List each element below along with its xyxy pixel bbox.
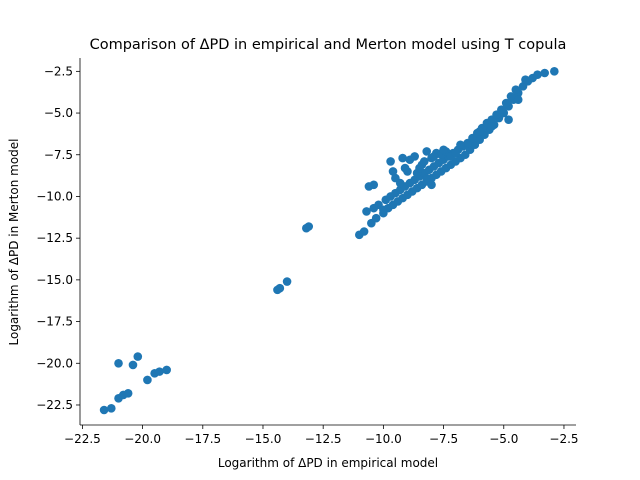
data-point [422,173,432,183]
x-axis-label: Logarithm of ΔPD in empirical model [218,456,438,470]
data-point [155,367,164,376]
data-point [379,205,388,215]
x-tick-label: −12.5 [305,432,342,446]
data-point [275,283,285,293]
x-tick-label: −15.0 [245,432,282,446]
data-point [304,222,314,231]
data-point [533,70,542,79]
data-point [143,375,152,385]
y-tick-label: −15.0 [36,273,73,287]
x-tick-label: −20.0 [124,432,161,446]
data-point [362,207,371,216]
data-point [513,95,523,104]
data-point [99,405,109,415]
data-point [410,152,419,161]
x-tick-label: −17.5 [184,432,221,446]
data-point [114,358,123,368]
data-point [398,153,407,163]
data-point [107,404,116,413]
data-point [501,98,511,108]
y-axis-label: Logarithm of ΔPD in Merton model [7,138,21,345]
data-point [133,352,143,361]
data-point [422,147,432,156]
data-point [162,365,171,375]
y-tick-label: −10.0 [36,189,73,203]
x-tick-label: −7.5 [429,432,458,446]
data-point [506,92,516,101]
y-tick-label: −17.5 [36,315,73,329]
y-tick-label: −7.5 [44,148,73,162]
data-point [128,360,138,370]
data-point [386,157,395,166]
data-point [487,122,497,131]
y-tick-label: −20.0 [36,356,73,370]
data-point [415,163,424,173]
x-tick-label: −22.5 [64,432,101,446]
data-point [475,127,484,136]
data-point [439,145,448,155]
data-point [550,67,559,76]
data-point [359,227,369,236]
data-point [369,180,379,190]
data-point [420,157,429,166]
data-point [504,115,513,125]
data-point [371,213,381,223]
data-point [427,180,436,190]
y-tick-label: −12.5 [36,231,73,245]
points-layer [99,67,559,415]
chart-title: Comparison of ΔPD in empirical and Merto… [90,37,567,53]
x-tick-label: −5.0 [489,432,518,446]
x-tick-label: −2.5 [549,432,578,446]
data-point [521,75,530,84]
data-point [429,152,439,161]
data-point [451,148,460,158]
y-tick-label: −22.5 [36,398,73,412]
data-point [540,68,549,78]
data-point [282,277,292,286]
y-tick-label: −5.0 [44,106,73,120]
data-point [456,140,465,150]
y-tick-label: −2.5 [44,64,73,78]
data-point [497,105,506,115]
x-tick-label: −10.0 [365,432,402,446]
data-point [123,389,133,398]
y-ticks: −22.5 −20.0 −17.5 −15.0 −12.5 −10.0 −7.5 −5.0 −2… [36,64,80,412]
data-point [400,163,410,173]
data-point [395,178,405,188]
data-point [511,85,521,94]
data-point [388,167,398,176]
x-ticks: −22.5 −20.0 −17.5 −15.0 −12.5 −10.0 −7.5 −5.0 −2… [64,425,579,446]
data-point [369,203,379,213]
